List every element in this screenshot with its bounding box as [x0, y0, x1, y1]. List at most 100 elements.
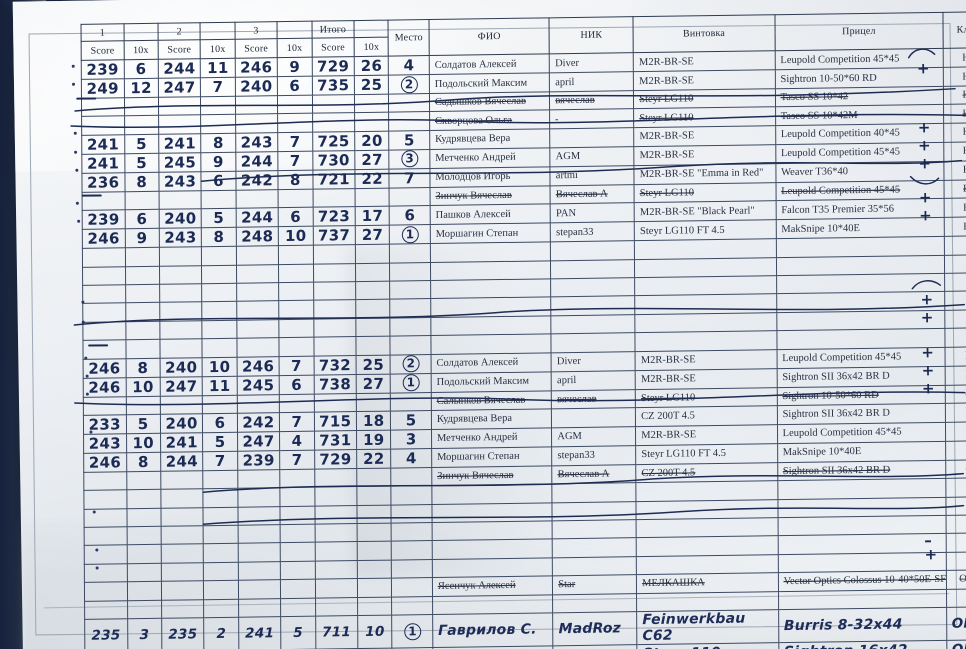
rifle-cell[interactable]: CZ 200T 4.5	[635, 462, 778, 483]
score-stage-3[interactable]: 246	[236, 356, 280, 376]
fio-cell[interactable]: Салынков Вячеслав	[431, 390, 552, 411]
nick-cell[interactable]: вячеслав	[551, 389, 636, 409]
tenx-stage-2[interactable]: 5	[202, 432, 238, 452]
tenx-stage-1[interactable]	[126, 471, 161, 491]
score-stage-3[interactable]: 242	[237, 412, 280, 433]
fio-cell[interactable]: Солдатов Алексей	[430, 352, 552, 374]
score-stage-3[interactable]	[237, 469, 281, 489]
score-stage-2[interactable]: 235	[161, 617, 205, 649]
score-total[interactable]	[312, 112, 355, 132]
fio-cell[interactable]: Ясенчук Алексей	[432, 576, 553, 597]
tenx-stage-1[interactable]: 10	[126, 433, 161, 453]
tenx-stage-2[interactable]: 10	[202, 356, 237, 377]
score-stage-2[interactable]	[161, 580, 204, 600]
score-stage-1[interactable]	[83, 396, 126, 416]
score-stage-3[interactable]: 248	[235, 226, 279, 247]
score-stage-2[interactable]: 247	[160, 376, 203, 396]
score-stage-1[interactable]	[81, 116, 125, 136]
fio-cell[interactable]: Зинчук Вячеслав	[429, 185, 551, 206]
nick-cell[interactable]: Вечеслав	[553, 644, 638, 649]
place-cell[interactable]: 3	[389, 149, 430, 169]
score-stage-3[interactable]: 242	[235, 170, 279, 191]
score-total[interactable]	[314, 468, 357, 488]
tenx-total[interactable]: 27	[356, 373, 391, 394]
tenx-stage-2[interactable]: 8	[201, 227, 237, 247]
score-stage-3[interactable]	[236, 394, 280, 414]
tenx-stage-2[interactable]: 9	[201, 152, 236, 172]
place-cell[interactable]	[390, 392, 432, 411]
score-stage-1[interactable]: 236	[81, 172, 125, 193]
score-total[interactable]	[312, 188, 356, 208]
tenx-total[interactable]: 22	[354, 168, 390, 189]
class-cell[interactable]: HV	[943, 122, 966, 143]
score-total[interactable]: 735	[311, 75, 355, 96]
class-cell[interactable]: HV	[943, 66, 966, 87]
nick-cell[interactable]	[549, 127, 635, 148]
score-stage-1[interactable]: 235	[84, 618, 128, 649]
tenx-stage-1[interactable]: 10	[125, 376, 161, 397]
score-stage-3[interactable]	[235, 95, 278, 115]
scope-cell[interactable]: Sightron SII 36x42 BR D	[776, 403, 946, 425]
fio-cell[interactable]: Моршагин Степан	[431, 446, 553, 468]
place-cell[interactable]: 5	[390, 410, 432, 430]
nick-cell[interactable]	[549, 109, 634, 129]
tenx-stage-2[interactable]	[200, 96, 236, 116]
fio-cell[interactable]: Кудрявцева Вера	[431, 408, 552, 430]
score-total[interactable]: 738	[313, 374, 357, 394]
scope-cell[interactable]: Leupold Competition 45*45	[776, 346, 946, 369]
score-stage-3[interactable]: 246	[234, 57, 278, 78]
score-stage-3[interactable]: 247	[237, 431, 280, 452]
nick-cell[interactable]: AGM	[550, 146, 635, 167]
rifle-cell[interactable]: CZ 200T 4.5	[635, 405, 778, 427]
place-cell[interactable]: 2	[390, 354, 432, 374]
place-cell[interactable]: 1	[389, 224, 431, 245]
tenx-stage-2[interactable]: 2	[204, 617, 239, 649]
score-total[interactable]: 725	[312, 131, 355, 151]
score-stage-1[interactable]: 243	[83, 433, 127, 454]
tenx-stage-1[interactable]: 9	[124, 228, 160, 248]
nick-cell[interactable]: Diver	[549, 52, 634, 73]
class-cell[interactable]: HV	[943, 47, 966, 68]
tenx-stage-3[interactable]: 4	[279, 431, 315, 451]
tenx-total[interactable]	[355, 187, 390, 207]
place-cell[interactable]: 5	[389, 130, 430, 150]
class-cell[interactable]: HV	[943, 141, 966, 162]
nick-cell[interactable]: Star	[552, 574, 637, 595]
class-cell[interactable]: HV	[943, 160, 966, 181]
score-stage-2[interactable]	[158, 96, 201, 116]
tenx-total[interactable]: 27	[354, 149, 390, 170]
score-stage-3[interactable]: 239	[237, 450, 280, 471]
class-cell[interactable]: LV	[945, 459, 966, 479]
class-cell[interactable]: LV	[945, 421, 966, 442]
rifle-cell[interactable]: Steyr LG110	[634, 182, 776, 203]
score-stage-2[interactable]: 240	[159, 357, 203, 377]
tenx-total[interactable]: 18	[356, 410, 391, 431]
score-stage-2[interactable]: 243	[159, 227, 202, 248]
scope-cell[interactable]: Burris 8-32x44	[778, 607, 947, 643]
score-stage-3[interactable]	[235, 189, 279, 209]
score-stage-1[interactable]: 241	[81, 134, 125, 155]
scope-cell[interactable]: Sightron SII 36x42 BR D	[777, 460, 946, 481]
score-stage-1[interactable]: 239	[81, 59, 124, 80]
score-total[interactable]	[311, 94, 355, 114]
tenx-stage-2[interactable]: 8	[201, 133, 236, 153]
tenx-total[interactable]: 10	[357, 615, 393, 649]
tenx-stage-3[interactable]: 5	[280, 616, 316, 649]
score-stage-3[interactable]: 241	[238, 616, 282, 649]
fio-cell[interactable]: Метченко Андрей	[431, 427, 552, 449]
score-stage-1[interactable]: 246	[83, 452, 127, 473]
tenx-stage-3[interactable]: 6	[279, 374, 314, 395]
tenx-stage-2[interactable]: 11	[200, 58, 236, 78]
score-stage-1[interactable]: 249	[81, 78, 125, 99]
nick-cell[interactable]: april	[551, 370, 636, 391]
tenx-total[interactable]: 26	[354, 56, 389, 76]
score-total[interactable]: 723	[312, 206, 356, 227]
class-cell[interactable]: LV	[945, 402, 966, 423]
score-stage-2[interactable]	[158, 115, 202, 135]
score-total[interactable]: 711	[315, 615, 358, 649]
rifle-cell[interactable]: M2R-BR-SE	[635, 349, 777, 371]
fio-cell[interactable]: Скворцова Ольга	[429, 110, 550, 131]
score-stage-2[interactable]: 245	[158, 152, 202, 173]
score-stage-2[interactable]	[160, 395, 203, 415]
tenx-total[interactable]: 20	[354, 130, 390, 151]
